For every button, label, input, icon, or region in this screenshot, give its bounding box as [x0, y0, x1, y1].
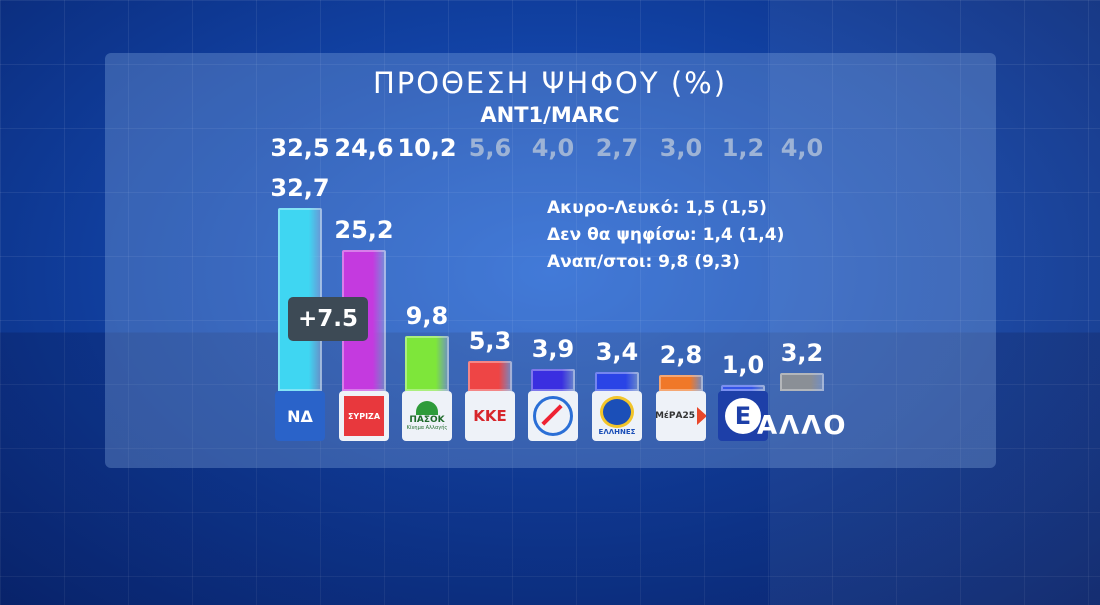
kke-logo-text: ΚΚΕ — [473, 407, 507, 425]
bar-value-label: 5,3 — [468, 327, 512, 355]
bar-value-label: 3,4 — [595, 338, 639, 366]
bar-value-label: 25,2 — [334, 216, 394, 244]
bar — [405, 336, 449, 391]
mera25-logo: ΜέΡΑ25 — [656, 391, 706, 441]
stats-block: Ακυρο-Λευκό: 1,5 (1,5) Δεν θα ψηφίσω: 1,… — [547, 198, 784, 279]
syriza-logo-text: ΣΥΡΙΖΑ — [347, 411, 381, 421]
pasok-logo: ΠΑΣΟΚ Κίνημα Αλλαγής — [402, 391, 452, 441]
stat-blank-votes: Ακυρο-Λευκό: 1,5 (1,5) — [547, 198, 767, 218]
previous-value-label: 24,6 — [334, 134, 394, 162]
stat-will-not-vote: Δεν θα ψηφίσω: 1,4 (1,4) — [547, 225, 785, 245]
pasok-logo-text: ΠΑΣΟΚ — [409, 415, 445, 425]
chart-title: ΠΡΟΘΕΣΗ ΨΗΦΟΥ (%) — [372, 66, 728, 100]
bar-value-label: 3,2 — [780, 339, 824, 367]
previous-value-label: 10,2 — [397, 134, 457, 162]
syriza-logo: ΣΥΡΙΖΑ — [339, 391, 389, 441]
bar-value-label: 32,7 — [270, 174, 330, 202]
bar-value-label: 3,9 — [531, 335, 575, 363]
previous-value-label: 4,0 — [531, 134, 575, 162]
pasok-logo-subtext: Κίνημα Αλλαγής — [406, 425, 448, 431]
previous-value-label: 32,5 — [270, 134, 330, 162]
previous-value-label: 4,0 — [780, 134, 824, 162]
e-logo-text: Ε — [734, 402, 752, 430]
previous-value-label: 3,0 — [659, 134, 703, 162]
ellines-logo-text: ΕΛΛΗΝΕΣ — [598, 428, 636, 436]
bar — [780, 373, 824, 391]
previous-value-label: 1,2 — [721, 134, 765, 162]
bar — [659, 375, 703, 391]
bar-value-label: 9,8 — [405, 302, 449, 330]
other-label: ΑΛΛΟ — [757, 411, 848, 441]
previous-value-label: 5,6 — [468, 134, 512, 162]
nd-logo: ΝΔ — [275, 391, 325, 441]
change-badge: +7.5 — [288, 297, 368, 341]
compass-logo — [528, 391, 578, 441]
bar — [468, 361, 512, 391]
bar-value-label: 2,8 — [659, 341, 703, 369]
bar — [721, 385, 765, 391]
bar — [595, 372, 639, 391]
previous-value-label: 2,7 — [595, 134, 639, 162]
kke-logo: ΚΚΕ — [465, 391, 515, 441]
bar-value-label: 1,0 — [721, 351, 765, 379]
nd-logo-text: ΝΔ — [287, 406, 313, 426]
bar — [531, 369, 575, 391]
stat-undecided: Αναπ/στοι: 9,8 (9,3) — [547, 252, 740, 272]
mera25-logo-text: ΜέΡΑ25 — [656, 411, 696, 421]
ellines-logo: ΕΛΛΗΝΕΣ — [592, 391, 642, 441]
chart-subtitle: ANT1/MARC — [480, 103, 620, 127]
e-logo: Ε — [718, 391, 768, 441]
